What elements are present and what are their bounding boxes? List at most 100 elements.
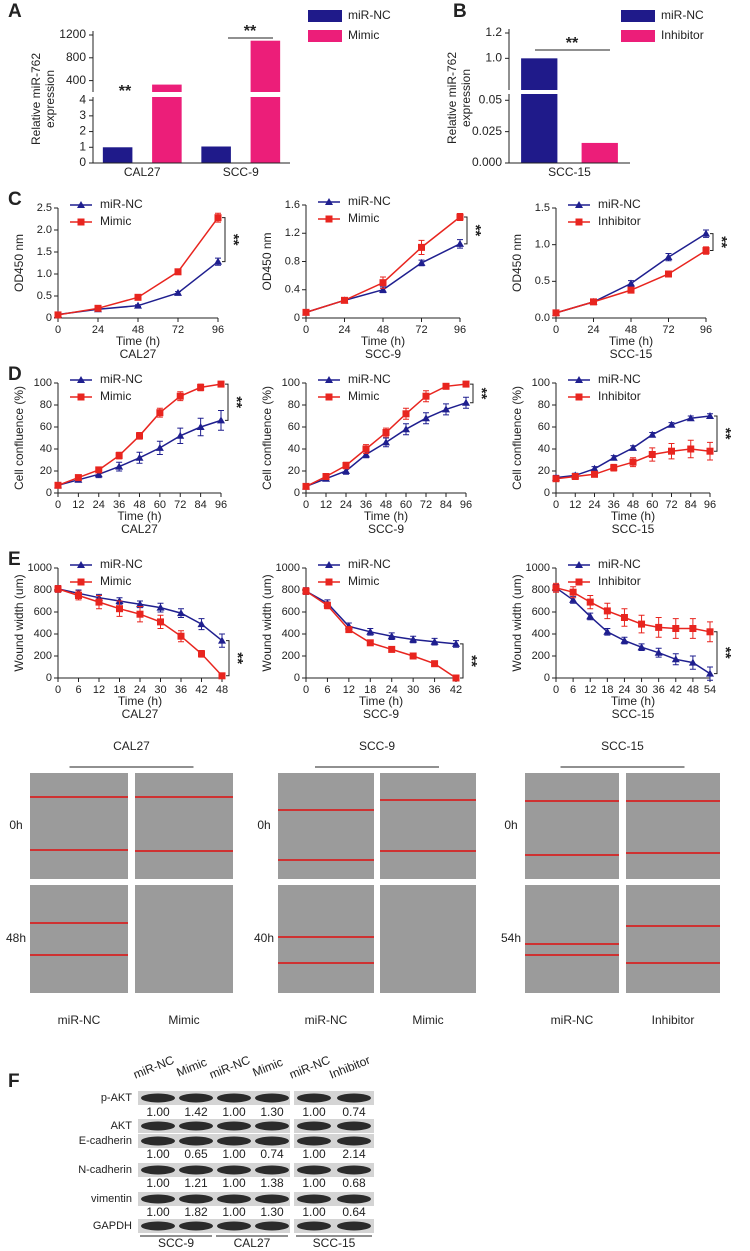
x-tick-label: 54 — [704, 684, 716, 696]
band-ratio: 1.00 — [222, 1205, 246, 1219]
legend-marker — [575, 218, 583, 226]
x-tick-label: 48 — [133, 499, 145, 511]
y-tick-label: 4 — [79, 92, 86, 106]
cell-line-header: CAL27 — [113, 739, 150, 753]
marker — [687, 445, 695, 453]
x-tick-label: 96 — [454, 324, 466, 336]
chart-subtitle: SCC-15 — [612, 707, 655, 721]
x-tick-label: 6 — [324, 684, 330, 696]
legend-marker — [575, 561, 583, 568]
band — [337, 1194, 371, 1204]
micrograph — [525, 773, 619, 879]
marker — [302, 308, 310, 316]
time-label: 40h — [254, 931, 274, 945]
marker — [627, 286, 635, 294]
micrograph — [626, 773, 720, 879]
group-label: CAL27 — [234, 1236, 271, 1250]
chart-subtitle: CAL27 — [122, 707, 159, 721]
marker — [176, 431, 185, 439]
time-label: 48h — [6, 931, 26, 945]
marker — [456, 213, 464, 221]
chart-subtitle: SCC-9 — [365, 347, 401, 361]
bar — [581, 142, 618, 163]
band — [255, 1121, 289, 1131]
marker — [629, 458, 637, 466]
x-tick-label: 0 — [55, 499, 61, 511]
marker — [442, 382, 450, 390]
significance-bracket — [464, 216, 468, 245]
y-tick-label: 1.0 — [535, 239, 550, 251]
x-tick-label: 84 — [685, 499, 697, 511]
legend-marker — [575, 376, 583, 383]
marker — [422, 414, 430, 422]
marker — [54, 585, 62, 593]
marker — [198, 650, 205, 658]
band — [179, 1221, 213, 1231]
marker — [452, 639, 460, 647]
legend-marker — [77, 561, 85, 568]
y-tick-label: 0.4 — [285, 284, 300, 296]
significance-bracket — [714, 631, 718, 675]
micrograph — [380, 885, 476, 993]
x-tick-label: 24 — [338, 324, 350, 336]
marker — [214, 257, 222, 265]
y-tick-label: 600 — [282, 606, 300, 618]
marker — [155, 443, 164, 451]
x-tick-label: 48 — [625, 324, 637, 336]
y-tick-label: 800 — [532, 584, 550, 596]
y-tick-label: 60 — [538, 421, 550, 433]
marker — [387, 632, 396, 640]
marker — [174, 268, 182, 276]
x-tick-label: 96 — [460, 499, 472, 511]
marker — [552, 584, 560, 592]
marker — [702, 229, 710, 237]
marker — [302, 587, 310, 595]
y-axis-label: OD450 nm — [510, 234, 524, 292]
column-label: Inhibitor — [652, 1013, 695, 1027]
marker — [430, 637, 439, 645]
blot-strip — [138, 1219, 290, 1233]
chart-subtitle: CAL27 — [120, 347, 157, 361]
band — [217, 1194, 251, 1204]
chart-subtitle: SCC-15 — [610, 347, 653, 361]
column-label: miR-NC — [305, 1013, 348, 1027]
line — [555, 233, 707, 314]
marker — [156, 409, 164, 417]
x-tick-label: 48 — [132, 324, 144, 336]
marker — [552, 309, 560, 317]
y-axis-label: Cell confluence (%) — [12, 386, 26, 490]
x-tick-label: 30 — [407, 684, 419, 696]
axis-break — [505, 90, 632, 94]
band-ratio: 1.00 — [222, 1147, 246, 1161]
y-tick-label: 0 — [46, 487, 52, 499]
legend-label: miR-NC — [348, 8, 391, 22]
y-tick-label: 2 — [79, 124, 86, 138]
marker — [409, 635, 418, 643]
band-ratio: 0.74 — [342, 1105, 366, 1119]
marker — [217, 380, 225, 388]
band-ratio: 1.00 — [222, 1105, 246, 1119]
x-tick-label: 48 — [687, 684, 699, 696]
x-tick-label: 24 — [340, 499, 352, 511]
band — [297, 1165, 331, 1175]
band — [141, 1194, 175, 1204]
x-tick-label: 72 — [420, 499, 432, 511]
x-tick-label: 36 — [653, 684, 665, 696]
y-tick-label: 60 — [288, 421, 300, 433]
marker — [706, 669, 714, 677]
line — [555, 587, 711, 633]
y-axis-label: Relative miR-762 — [445, 52, 459, 144]
x-axis-label: Time (h) — [611, 509, 655, 523]
marker — [672, 625, 680, 632]
y-tick-label: 200 — [532, 650, 550, 662]
x-tick-label: 48 — [380, 499, 392, 511]
band — [217, 1221, 251, 1231]
x-tick-label: 60 — [400, 499, 412, 511]
marker — [667, 420, 676, 428]
x-tick-label: 12 — [320, 499, 332, 511]
marker — [362, 450, 370, 458]
marker — [655, 623, 663, 631]
marker — [569, 595, 578, 603]
band — [255, 1221, 289, 1231]
